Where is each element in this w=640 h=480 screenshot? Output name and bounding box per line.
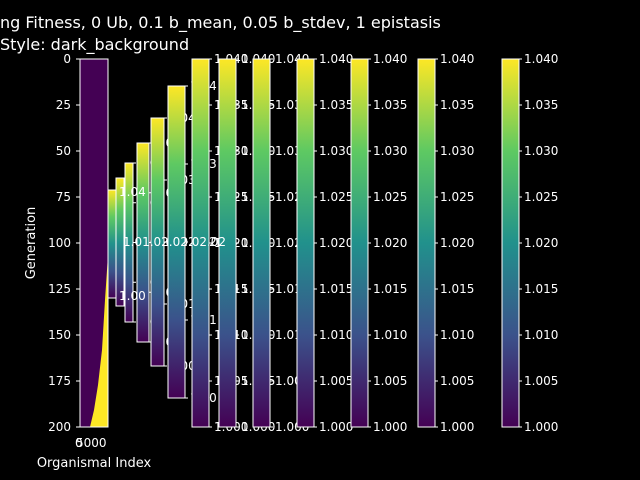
chart-title-line1: ng Fitness, 0 Ub, 0.1 b_mean, 0.05 b_std… (0, 13, 441, 33)
colorbar-tick-label: 1.005 (440, 374, 474, 388)
colorbar-tick-label: 1.010 (373, 328, 407, 342)
colorbar-tick-label: 1.020 (440, 236, 474, 250)
colorbar-tick-label: 1.040 (524, 52, 558, 66)
colorbar-gradient (296, 58, 315, 428)
y-tick-label: 0 (63, 52, 71, 66)
colorbar-gradient (417, 58, 436, 428)
y-tick-label: 150 (48, 328, 71, 342)
colorbar-tick-label: 1.035 (373, 98, 407, 112)
colorbar-tick-label: 1.025 (373, 190, 407, 204)
colorbar-11: 1.000 1.005 1.010 1.015 1.020 1.025 1.030 1.035… (350, 52, 407, 434)
colorbar-tick-label: 1.030 (319, 144, 353, 158)
colorbar-tick-label: 1.010 (524, 328, 558, 342)
colorbar-tick-label: 1.015 (440, 282, 474, 296)
colorbar-tick-label: 1.000 (524, 420, 558, 434)
colorbar-gradient (501, 58, 520, 428)
chart-title-line2: Style: dark_background (0, 35, 189, 55)
colorbar-tick-label: 1.005 (319, 374, 353, 388)
colorbar-tick-label: 1.000 (319, 420, 353, 434)
colorbar-tick-label: 1.025 (440, 190, 474, 204)
colorbar-tick-label: 1.020 (524, 236, 558, 250)
colorbar-tick-label: 1.020 (319, 236, 353, 250)
colorbar-tick-label: 1.000 (440, 420, 474, 434)
main-heatmap (80, 59, 108, 427)
colorbar-gradient (350, 58, 369, 428)
colorbar-12: 1.000 1.005 1.010 1.015 1.020 1.025 1.030 1.035… (417, 52, 474, 434)
y-tick-label: 200 (48, 420, 71, 434)
y-tick-label: 25 (56, 98, 71, 112)
y-tick-label: 125 (48, 282, 71, 296)
colorbars: 1.001.011.021.031.041.001.011.021.031.04… (107, 52, 558, 434)
colorbar-tick-label: 1.010 (319, 328, 353, 342)
x-tick-0: 0 (75, 436, 83, 450)
colorbar-tick-label: 1.015 (373, 282, 407, 296)
colorbar-2 (115, 177, 125, 307)
colorbar-tick-label: 1.030 (524, 144, 558, 158)
colorbar-tick-label: 1.025 (319, 190, 353, 204)
colorbar-tick-label: 1.005 (524, 374, 558, 388)
colorbar-tick-label: 1.035 (319, 98, 353, 112)
colorbar-tick-label: 1.035 (440, 98, 474, 112)
colorbar-10: 1.000 1.005 1.010 1.015 1.020 1.025 1.030 1.035… (296, 52, 353, 434)
colorbar-edge-label-top: 1.04 (119, 185, 146, 199)
colorbar-1 (107, 189, 117, 299)
x-axis-label: Organismal Index (37, 456, 152, 471)
colorbar-tick-label: 1.000 (373, 420, 407, 434)
colorbar-tick-label: 1.020 (373, 236, 407, 250)
y-tick-label: 50 (56, 144, 71, 158)
heatmap-high-fitness-region (90, 255, 108, 427)
colorbar-overlap-label: 1.01.02.02.02.02 (123, 235, 226, 249)
y-tick-label: 75 (56, 190, 71, 204)
colorbar-tick-label: 1.040 (373, 52, 407, 66)
colorbar-gradient (107, 189, 117, 299)
colorbar-tick-label: 1.030 (440, 144, 474, 158)
colorbar-tick-label: 1.040 (319, 52, 353, 66)
colorbar-tick-label: 1.030 (373, 144, 407, 158)
colorbar-13: 1.000 1.005 1.010 1.015 1.020 1.025 1.030 1.035… (501, 52, 558, 434)
colorbar-tick-label: 1.040 (440, 52, 474, 66)
colorbar-tick-label: 1.035 (524, 98, 558, 112)
colorbar-tick-label: 1.015 (319, 282, 353, 296)
y-tick-label: 175 (48, 374, 71, 388)
x-tick-5000: 5000 (76, 436, 107, 450)
colorbar-tick-label: 1.015 (524, 282, 558, 296)
y-axis: 0 25 50 75 100 125 150 175 200 (48, 52, 80, 434)
colorbar-tick-label: 1.010 (440, 328, 474, 342)
colorbar-gradient (252, 58, 271, 428)
colorbar-gradient (115, 177, 125, 307)
colorbar-tick-label: 1.025 (524, 190, 558, 204)
colorbar-edge-label-bottom: 1.00 (119, 289, 146, 303)
y-axis-label: Generation (24, 207, 39, 280)
y-tick-label: 100 (48, 236, 71, 250)
colorbar-tick-label: 1.005 (373, 374, 407, 388)
